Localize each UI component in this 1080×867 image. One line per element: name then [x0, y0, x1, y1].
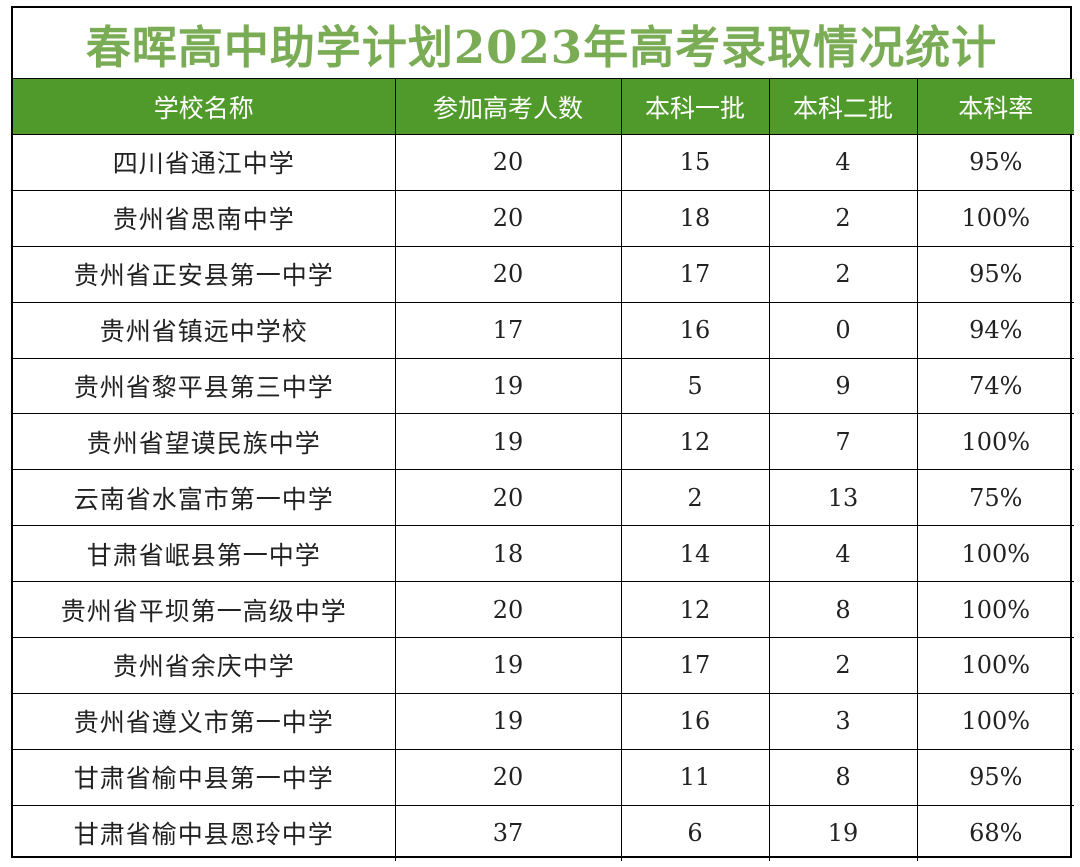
- tier-one-cell: 16: [621, 693, 770, 750]
- tier-two-cell: 2: [769, 637, 918, 694]
- table-row: 贵州省思南中学 20 18 2 100%: [13, 190, 1074, 247]
- tier-one-cell: 2: [621, 469, 770, 527]
- exam-count-cell: 20: [395, 749, 622, 806]
- tier-two-cell: 13: [769, 469, 918, 527]
- tier-two-cell: 2: [769, 190, 918, 247]
- table-row: 贵州省望谟民族中学 19 12 7 100%: [13, 413, 1074, 471]
- tier-two-cell: 8: [769, 581, 918, 639]
- table-row: 甘肃省榆中县恩玲中学 37 6 19 68%: [13, 805, 1074, 861]
- undergrad-rate-cell: 100%: [917, 525, 1074, 583]
- tier-two-cell: 2: [769, 246, 918, 303]
- exam-count-cell: 19: [395, 637, 622, 694]
- tier-one-cell: 6: [621, 805, 770, 861]
- exam-count-cell: 19: [395, 693, 622, 750]
- tier-one-cell: 12: [621, 413, 770, 471]
- school-name-cell: 贵州省镇远中学校: [13, 302, 396, 359]
- school-name-cell: 贵州省余庆中学: [13, 637, 396, 694]
- header-undergrad-rate: 本科率: [917, 79, 1074, 135]
- header-school-name: 学校名称: [13, 79, 396, 135]
- tier-one-cell: 15: [621, 134, 770, 191]
- exam-count-cell: 20: [395, 190, 622, 247]
- school-name-cell: 甘肃省岷县第一中学: [13, 525, 396, 583]
- tier-one-cell: 5: [621, 358, 770, 415]
- table-row: 甘肃省岷县第一中学 18 14 4 100%: [13, 525, 1074, 583]
- table-row: 甘肃省榆中县第一中学 20 11 8 95%: [13, 749, 1074, 806]
- tier-two-cell: 4: [769, 134, 918, 191]
- tier-two-cell: 0: [769, 302, 918, 359]
- undergrad-rate-cell: 94%: [917, 302, 1074, 359]
- exam-count-cell: 20: [395, 246, 622, 303]
- table-row: 云南省水富市第一中学 20 2 13 75%: [13, 469, 1074, 527]
- sheet-title: 春晖高中助学计划2023年高考录取情况统计: [85, 20, 998, 74]
- school-name-cell: 贵州省黎平县第三中学: [13, 358, 396, 415]
- exam-count-cell: 17: [395, 302, 622, 359]
- school-name-cell: 贵州省平坝第一高级中学: [13, 581, 396, 639]
- school-name-cell: 贵州省思南中学: [13, 190, 396, 247]
- tier-two-cell: 4: [769, 525, 918, 583]
- title-row: 春晖高中助学计划2023年高考录取情况统计: [13, 8, 1070, 79]
- school-name-cell: 云南省水富市第一中学: [13, 469, 396, 527]
- table-row: 贵州省正安县第一中学 20 17 2 95%: [13, 246, 1074, 303]
- undergrad-rate-cell: 100%: [917, 693, 1074, 750]
- exam-count-cell: 20: [395, 581, 622, 639]
- undergrad-rate-cell: 95%: [917, 749, 1074, 806]
- tier-one-cell: 14: [621, 525, 770, 583]
- exam-count-cell: 20: [395, 469, 622, 527]
- table-row: 贵州省平坝第一高级中学 20 12 8 100%: [13, 581, 1074, 639]
- tier-one-cell: 17: [621, 246, 770, 303]
- exam-count-cell: 20: [395, 134, 622, 191]
- exam-count-cell: 18: [395, 525, 622, 583]
- header-tier-two: 本科二批: [769, 79, 918, 135]
- tier-one-cell: 16: [621, 302, 770, 359]
- admission-table: 学校名称 参加高考人数 本科一批 本科二批 本科率 四川省通江中学 20 15 4 95…: [13, 79, 1074, 861]
- tier-two-cell: 3: [769, 693, 918, 750]
- undergrad-rate-cell: 100%: [917, 637, 1074, 694]
- school-name-cell: 四川省通江中学: [13, 134, 396, 191]
- tier-one-cell: 18: [621, 190, 770, 247]
- table-row: 贵州省遵义市第一中学 19 16 3 100%: [13, 693, 1074, 750]
- table-body: 四川省通江中学 20 15 4 95% 贵州省思南中学 20 18 2 100% 贵州省正安县第一中…: [13, 134, 1074, 861]
- exam-count-cell: 37: [395, 805, 622, 861]
- undergrad-rate-cell: 95%: [917, 134, 1074, 191]
- tier-two-cell: 9: [769, 358, 918, 415]
- undergrad-rate-cell: 100%: [917, 413, 1074, 471]
- table-row: 贵州省余庆中学 19 17 2 100%: [13, 637, 1074, 694]
- tier-two-cell: 8: [769, 749, 918, 806]
- school-name-cell: 甘肃省榆中县第一中学: [13, 749, 396, 806]
- statistics-sheet: 春晖高中助学计划2023年高考录取情况统计 学校名称 参加高考人数 本科一批 本…: [11, 6, 1074, 861]
- header-row: 学校名称 参加高考人数 本科一批 本科二批 本科率: [13, 79, 1074, 135]
- undergrad-rate-cell: 74%: [917, 358, 1074, 415]
- header-tier-one: 本科一批: [621, 79, 770, 135]
- header-exam-count: 参加高考人数: [395, 79, 622, 135]
- school-name-cell: 贵州省望谟民族中学: [13, 413, 396, 471]
- undergrad-rate-cell: 75%: [917, 469, 1074, 527]
- exam-count-cell: 19: [395, 413, 622, 471]
- tier-two-cell: 7: [769, 413, 918, 471]
- school-name-cell: 甘肃省榆中县恩玲中学: [13, 805, 396, 861]
- tier-one-cell: 17: [621, 637, 770, 694]
- school-name-cell: 贵州省遵义市第一中学: [13, 693, 396, 750]
- exam-count-cell: 19: [395, 358, 622, 415]
- table-row: 贵州省黎平县第三中学 19 5 9 74%: [13, 358, 1074, 415]
- school-name-cell: 贵州省正安县第一中学: [13, 246, 396, 303]
- tier-one-cell: 12: [621, 581, 770, 639]
- undergrad-rate-cell: 100%: [917, 581, 1074, 639]
- tier-one-cell: 11: [621, 749, 770, 806]
- undergrad-rate-cell: 100%: [917, 190, 1074, 247]
- tier-two-cell: 19: [769, 805, 918, 861]
- table-row: 四川省通江中学 20 15 4 95%: [13, 134, 1074, 191]
- table-row: 贵州省镇远中学校 17 16 0 94%: [13, 302, 1074, 359]
- undergrad-rate-cell: 68%: [969, 819, 1023, 848]
- undergrad-rate-cell: 95%: [917, 246, 1074, 303]
